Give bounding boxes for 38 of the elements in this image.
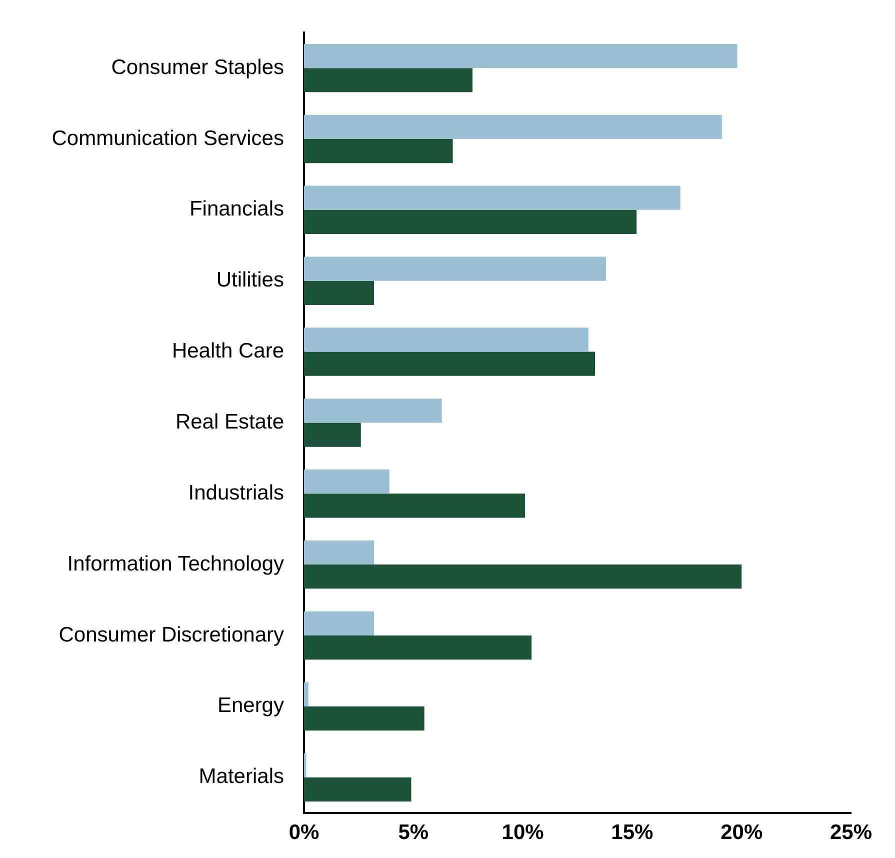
bar — [304, 186, 680, 210]
x-tick-label: 0% — [288, 821, 320, 844]
x-tick-label: 20% — [720, 821, 763, 844]
bar — [304, 706, 424, 731]
bar — [304, 328, 588, 352]
bar — [304, 138, 453, 164]
y-tick-label: Industrials — [188, 481, 284, 504]
bar — [304, 398, 442, 423]
y-tick-label: Real Estate — [175, 410, 284, 434]
bar — [304, 540, 374, 565]
bar — [304, 682, 308, 706]
bar — [304, 68, 472, 92]
bar — [304, 210, 637, 234]
bar — [304, 352, 596, 376]
bar — [304, 44, 738, 68]
x-tick-label: 10% — [502, 821, 544, 844]
bar — [304, 256, 606, 281]
y-tick-label: Health Care — [172, 340, 284, 363]
y-tick-label: Communication Services — [52, 126, 284, 150]
x-tick-label: 15% — [611, 821, 654, 844]
bar — [304, 470, 390, 494]
y-tick-label: Consumer Discretionary — [58, 623, 284, 646]
x-tick-label: 25% — [830, 821, 872, 844]
x-tick-label: 5% — [398, 821, 429, 844]
y-tick-label: Utilities — [216, 268, 284, 292]
bar — [304, 635, 532, 660]
y-tick-label: Financials — [189, 198, 284, 221]
bar — [304, 114, 722, 139]
bar — [304, 280, 374, 305]
bar — [304, 611, 374, 636]
bar — [304, 494, 525, 518]
bar — [304, 564, 742, 589]
bar — [304, 422, 361, 447]
y-tick-label: Energy — [217, 694, 284, 718]
y-tick-label: Consumer Staples — [111, 56, 284, 79]
bar — [304, 777, 412, 802]
y-tick-label: Materials — [198, 765, 284, 788]
y-tick-label: Information Technology — [67, 552, 284, 576]
